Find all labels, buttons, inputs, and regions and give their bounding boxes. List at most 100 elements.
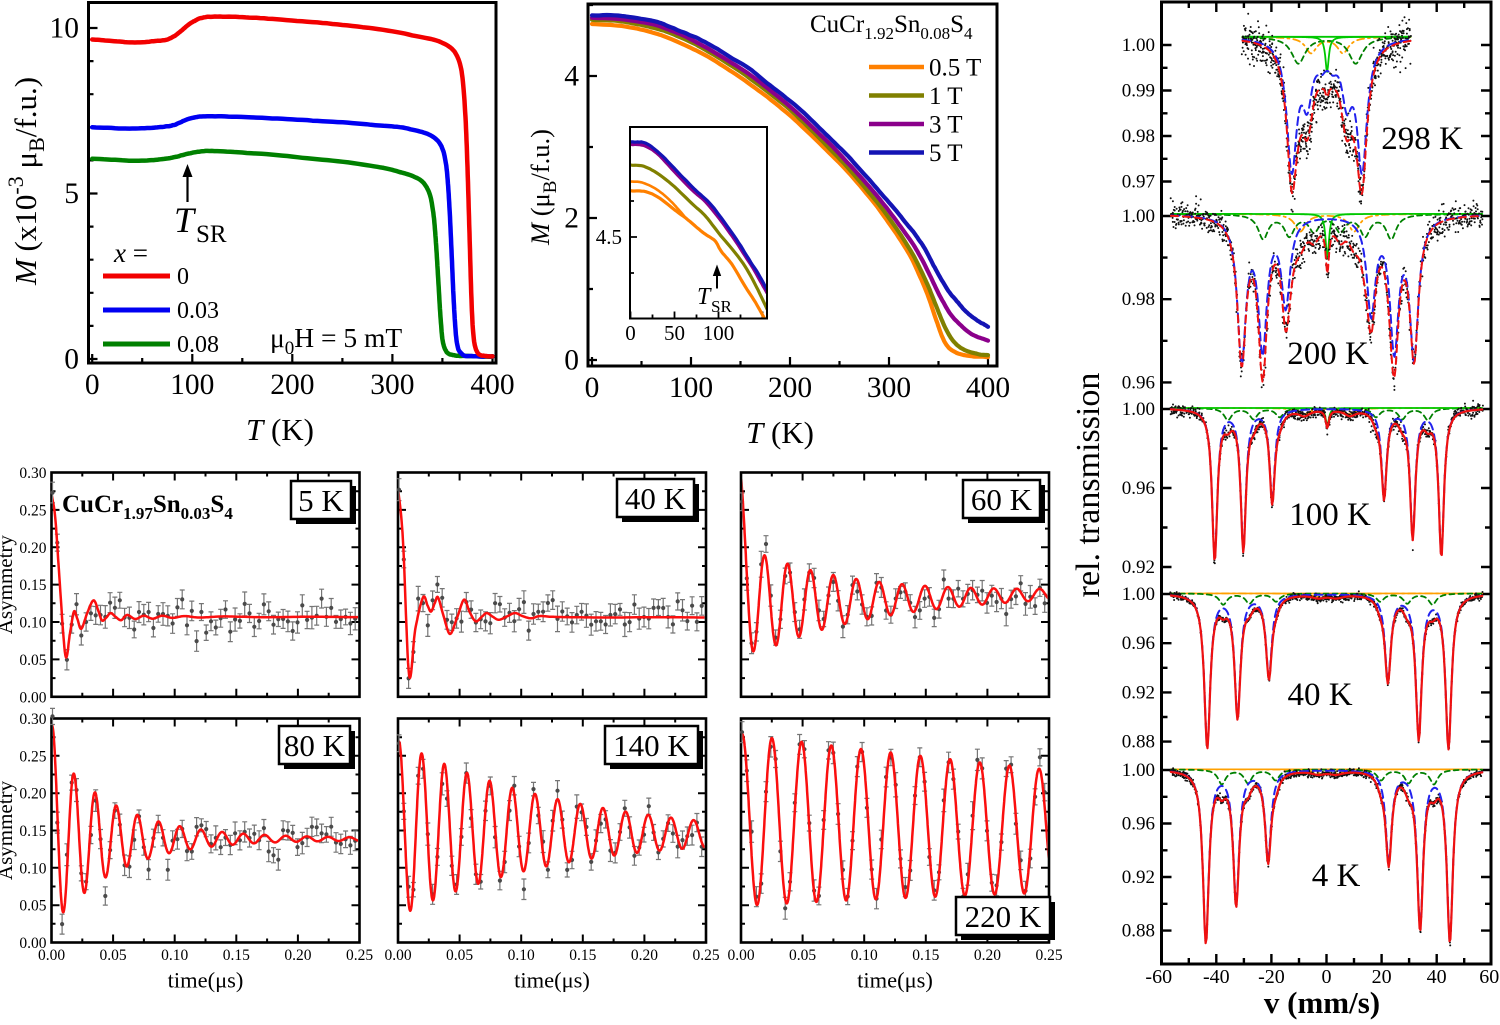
svg-text:0.15: 0.15: [19, 577, 46, 594]
svg-text:0.15: 0.15: [912, 947, 939, 964]
svg-text:time(μs): time(μs): [514, 968, 590, 993]
svg-text:100 K: 100 K: [1289, 497, 1371, 533]
svg-text:0.88: 0.88: [1122, 921, 1155, 942]
svg-text:-40: -40: [1203, 966, 1230, 988]
svg-text:10: 10: [50, 13, 80, 45]
svg-text:0.30: 0.30: [19, 465, 46, 482]
svg-text:time(μs): time(μs): [857, 968, 933, 993]
svg-text:220 K: 220 K: [965, 899, 1042, 934]
svg-text:-20: -20: [1258, 966, 1285, 988]
svg-text:0.96: 0.96: [1122, 478, 1155, 499]
svg-text:5 K: 5 K: [298, 483, 344, 518]
svg-text:200 K: 200 K: [1287, 336, 1369, 372]
svg-text:T (K): T (K): [746, 415, 814, 450]
svg-text:60 K: 60 K: [971, 482, 1033, 517]
svg-text:100: 100: [669, 372, 713, 404]
svg-text:0: 0: [625, 321, 636, 345]
svg-text:0.96: 0.96: [1122, 372, 1155, 393]
svg-text:0.10: 0.10: [851, 947, 878, 964]
svg-text:time(μs): time(μs): [168, 968, 244, 993]
svg-text:0.10: 0.10: [161, 947, 188, 964]
svg-text:0.5 T: 0.5 T: [929, 55, 981, 82]
svg-text:100: 100: [703, 321, 735, 345]
svg-text:0.20: 0.20: [974, 947, 1001, 964]
svg-text:20: 20: [1372, 966, 1392, 988]
svg-text:0.05: 0.05: [19, 652, 46, 669]
svg-text:0.25: 0.25: [19, 748, 46, 765]
svg-text:0.10: 0.10: [19, 615, 46, 632]
svg-text:100: 100: [170, 369, 214, 401]
svg-text:400: 400: [470, 369, 514, 401]
svg-text:0.98: 0.98: [1122, 289, 1155, 310]
svg-text:1.00: 1.00: [1122, 206, 1155, 227]
svg-text:200: 200: [270, 369, 314, 401]
svg-text:0.10: 0.10: [508, 947, 535, 964]
svg-text:0.05: 0.05: [789, 947, 816, 964]
svg-text:3 T: 3 T: [929, 112, 963, 139]
svg-text:0: 0: [177, 264, 189, 290]
svg-text:0.05: 0.05: [446, 947, 473, 964]
svg-text:40: 40: [1427, 966, 1447, 988]
svg-text:0.20: 0.20: [19, 540, 46, 557]
svg-text:0.92: 0.92: [1122, 682, 1155, 703]
svg-text:0.96: 0.96: [1122, 633, 1155, 654]
svg-text:0.20: 0.20: [19, 786, 46, 803]
svg-text:Asymmetry: Asymmetry: [0, 535, 17, 635]
svg-text:0.00: 0.00: [19, 935, 46, 952]
svg-text:5 T: 5 T: [929, 140, 963, 167]
svg-text:0: 0: [85, 369, 100, 401]
svg-text:1.00: 1.00: [1122, 35, 1155, 56]
svg-text:0.25: 0.25: [346, 947, 373, 964]
svg-text:1.00: 1.00: [1122, 760, 1155, 781]
svg-text:200: 200: [768, 372, 812, 404]
svg-text:1.00: 1.00: [1122, 584, 1155, 605]
svg-text:0.05: 0.05: [100, 947, 127, 964]
svg-text:40 K: 40 K: [1287, 677, 1352, 713]
svg-text:rel. transmission: rel. transmission: [1070, 373, 1107, 598]
svg-text:0.96: 0.96: [1122, 814, 1155, 835]
svg-text:SR: SR: [196, 221, 227, 248]
svg-text:0: 0: [585, 372, 600, 404]
svg-text:0.92: 0.92: [1122, 867, 1155, 888]
svg-text:0.15: 0.15: [223, 947, 250, 964]
svg-text:0.00: 0.00: [727, 947, 754, 964]
svg-text:0.98: 0.98: [1122, 126, 1155, 147]
svg-text:2: 2: [564, 203, 579, 235]
svg-text:0: 0: [564, 345, 579, 377]
svg-text:4 K: 4 K: [1312, 858, 1361, 894]
svg-text:300: 300: [867, 372, 911, 404]
svg-text:0.25: 0.25: [19, 502, 46, 519]
svg-text:0.03: 0.03: [177, 298, 219, 324]
svg-text:-60: -60: [1145, 966, 1172, 988]
svg-text:M (x10-3 μB/f.u.): M (x10-3 μB/f.u.): [3, 77, 49, 286]
svg-text:60: 60: [1479, 966, 1499, 988]
svg-text:x =: x =: [113, 238, 148, 268]
svg-text:T: T: [174, 200, 197, 240]
svg-text:400: 400: [966, 372, 1010, 404]
svg-text:0.15: 0.15: [569, 947, 596, 964]
svg-text:0.25: 0.25: [692, 947, 719, 964]
svg-text:140 K: 140 K: [613, 728, 690, 763]
svg-text:300: 300: [370, 369, 414, 401]
svg-text:0.20: 0.20: [284, 947, 311, 964]
svg-text:0.00: 0.00: [19, 689, 46, 706]
svg-text:0.00: 0.00: [38, 947, 65, 964]
svg-text:Asymmetry: Asymmetry: [0, 780, 17, 880]
svg-text:v (mm/s): v (mm/s): [1264, 985, 1380, 1020]
svg-text:1 T: 1 T: [929, 83, 963, 110]
svg-text:4: 4: [564, 61, 579, 93]
svg-text:0: 0: [1322, 966, 1332, 988]
svg-text:T: T: [697, 284, 712, 310]
svg-text:T (K): T (K): [246, 412, 314, 447]
svg-text:0.99: 0.99: [1122, 81, 1155, 102]
svg-text:0.08: 0.08: [177, 332, 219, 358]
svg-text:0.30: 0.30: [19, 711, 46, 728]
svg-text:40 K: 40 K: [625, 481, 687, 516]
svg-text:298 K: 298 K: [1381, 121, 1463, 157]
svg-text:0.00: 0.00: [384, 947, 411, 964]
svg-text:50: 50: [664, 321, 685, 345]
svg-text:0.20: 0.20: [631, 947, 658, 964]
svg-text:0.10: 0.10: [19, 860, 46, 877]
svg-text:0.25: 0.25: [1035, 947, 1062, 964]
svg-text:1.00: 1.00: [1122, 399, 1155, 420]
